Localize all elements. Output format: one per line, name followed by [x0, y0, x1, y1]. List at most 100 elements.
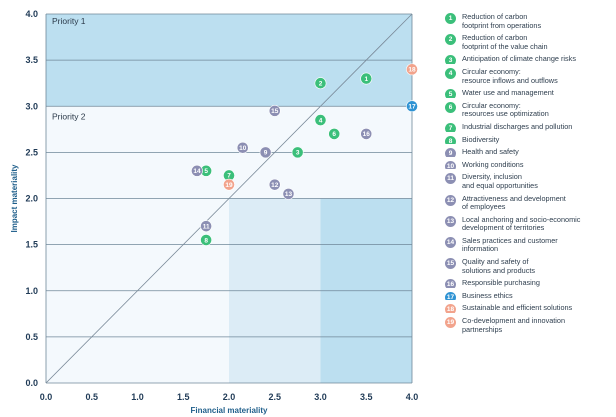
- x-tick-label: 2.0: [223, 392, 236, 402]
- data-point-2: [314, 77, 327, 90]
- legend-label-3: Anticipation of climate change risks: [462, 55, 576, 64]
- legend-item-14: 14 Sales practices and customer informati…: [445, 236, 616, 254]
- data-point-6: [328, 128, 341, 140]
- legend-item-5: 5 Water use and management: [445, 89, 616, 98]
- data-point-label-15: 15: [271, 108, 279, 115]
- data-point-label-3: 3: [296, 150, 300, 157]
- legend-item-11: 11 Diversity, inclusion and equal opportu…: [445, 173, 616, 190]
- data-point-label-8: 8: [204, 237, 208, 244]
- legend-item-12: 12 Attractiveness and development of empl…: [445, 194, 616, 212]
- data-point-label-12: 12: [271, 182, 279, 189]
- legend-label-1: Reduction of carbon footprint from opera…: [462, 13, 542, 30]
- legend-label-18: Sustainable and efficient solutions: [462, 304, 573, 313]
- data-point-14: [191, 164, 203, 177]
- data-point-label-5: 5: [204, 168, 208, 175]
- legend: 1 Reduction of carbon footprint from oper…: [445, 13, 616, 338]
- x-tick-label: 2.5: [268, 392, 281, 402]
- data-point-12: [268, 178, 281, 191]
- legend-marker-14: 14: [445, 236, 456, 248]
- data-point-1: [360, 72, 373, 85]
- y-tick-label: 2.5: [25, 147, 38, 157]
- y-tick-label: 3.5: [25, 55, 38, 65]
- y-tick-label: 0.5: [25, 332, 38, 342]
- legend-item-19: 19 Co-development and innovation partners…: [445, 317, 616, 334]
- legend-item-2: 2 Reduction of carbon footprint of the va…: [445, 34, 616, 51]
- data-point-16: [360, 128, 373, 140]
- x-tick-label: 0.0: [40, 392, 53, 402]
- legend-item-18: 18 Sustainable and efficient solutions: [445, 304, 616, 314]
- y-tick-label: 3.0: [25, 101, 38, 111]
- legend-marker-4: 4: [445, 67, 456, 79]
- x-tick-label: 3.5: [360, 392, 373, 402]
- legend-item-15: 15 Quality and safety of solutions and pr…: [445, 258, 616, 275]
- data-point-label-17: 17: [408, 104, 416, 111]
- x-axis-title: Financial materiality: [191, 406, 268, 415]
- data-point-label-2: 2: [319, 80, 323, 87]
- legend-label-11: Diversity, inclusion and equal opportuni…: [462, 173, 538, 190]
- legend-label-19: Co-development and innovation partnershi…: [462, 317, 566, 334]
- legend-item-16: 16 Responsible purchasing: [445, 279, 616, 288]
- data-point-label-18: 18: [408, 67, 416, 74]
- data-point-label-1: 1: [364, 76, 368, 83]
- data-point-11: [200, 220, 213, 233]
- data-point-label-13: 13: [285, 191, 293, 198]
- legend-label-6: Circular economy: resources use optimiza…: [462, 101, 549, 119]
- y-tick-label: 1.5: [25, 240, 38, 250]
- legend-label-14: Sales practices and customer information: [462, 236, 558, 254]
- x-tick-label: 3.0: [314, 392, 327, 402]
- legend-item-8: 8 Biodiversity: [445, 135, 616, 145]
- data-point-label-4: 4: [319, 117, 323, 124]
- legend-marker-17: 17: [445, 291, 456, 301]
- legend-item-6: 6 Circular economy: resources use optimiz…: [445, 101, 616, 119]
- legend-label-17: Business ethics: [462, 291, 513, 300]
- data-point-label-9: 9: [264, 150, 268, 157]
- x-tick-label: 1.0: [131, 392, 144, 402]
- legend-label-10: Working conditions: [462, 160, 524, 169]
- data-point-8: [200, 234, 213, 246]
- legend-item-9: 9 Health and safety: [445, 148, 616, 157]
- data-point-19: [223, 178, 235, 191]
- data-point-15: [268, 104, 281, 117]
- legend-marker-1: 1: [445, 13, 456, 24]
- legend-marker-11: 11: [445, 173, 456, 185]
- legend-marker-16: 16: [445, 279, 456, 288]
- data-point-label-10: 10: [239, 145, 247, 152]
- y-axis-title: Impact materiality: [10, 164, 19, 233]
- materiality-chart: Priority 1 Priority 2 0.0 0.5 1.0 1.5 2.0 2.5 3.…: [10, 9, 418, 415]
- y-tick-label: 2.0: [25, 194, 38, 204]
- data-point-17: [406, 100, 418, 113]
- legend-item-13: 13 Local anchoring and socio-economic dev…: [445, 215, 616, 233]
- legend-item-17: 17 Business ethics: [445, 291, 616, 301]
- legend-marker-2: 2: [445, 34, 456, 46]
- legend-marker-19: 19: [445, 317, 456, 329]
- data-point-label-16: 16: [363, 131, 371, 138]
- legend-label-12: Attractiveness and development of employ…: [462, 194, 566, 212]
- data-point-4: [314, 114, 327, 126]
- legend-label-5: Water use and management: [462, 89, 554, 98]
- data-point-label-14: 14: [193, 168, 201, 175]
- legend-marker-10: 10: [445, 160, 456, 170]
- legend-marker-12: 12: [445, 194, 456, 206]
- legend-item-4: 4 Circular economy: resource inflows and …: [445, 67, 616, 85]
- legend-marker-15: 15: [445, 258, 456, 270]
- legend-label-9: Health and safety: [462, 148, 519, 157]
- legend-label-13: Local anchoring and socio-economic devel…: [462, 215, 581, 233]
- y-tick-label: 1.0: [25, 286, 38, 296]
- legend-item-7: 7 Industrial discharges and pollution: [445, 122, 616, 132]
- legend-item-3: 3 Anticipation of climate change risks: [445, 55, 616, 64]
- legend-marker-6: 6: [445, 101, 456, 113]
- data-point-10: [236, 141, 249, 154]
- data-point-9: [259, 146, 272, 159]
- legend-label-7: Industrial discharges and pollution: [462, 122, 573, 131]
- data-point-3: [291, 146, 304, 159]
- legend-item-1: 1 Reduction of carbon footprint from oper…: [445, 13, 616, 30]
- diagonal-line: [45, 13, 413, 384]
- zone-label-priority-1: Priority 1: [52, 16, 86, 26]
- zone-label-priority-2: Priority 2: [52, 111, 86, 121]
- data-point-label-11: 11: [203, 223, 210, 230]
- x-tick-label: 1.5: [177, 392, 190, 402]
- legend-marker-18: 18: [445, 304, 456, 314]
- legend-marker-3: 3: [445, 55, 456, 64]
- data-point-label-19: 19: [225, 182, 233, 189]
- x-tick-label: 0.5: [85, 392, 98, 402]
